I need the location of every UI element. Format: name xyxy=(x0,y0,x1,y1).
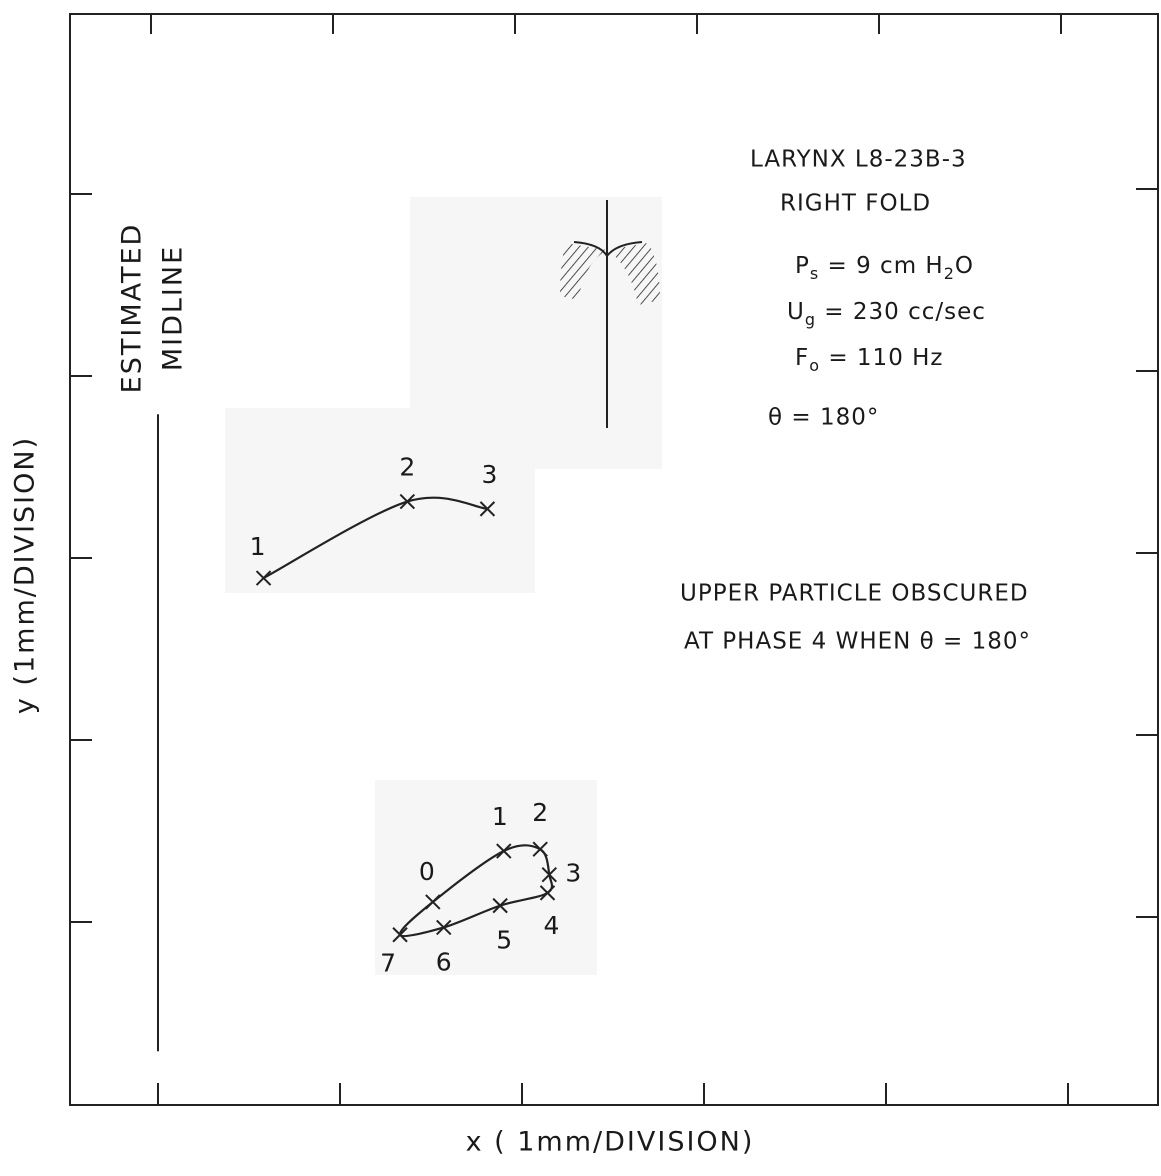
midline-label: ESTIMATED xyxy=(117,223,148,394)
point-marker xyxy=(392,927,408,943)
annotation-subtitle: RIGHT FOLD xyxy=(780,191,931,217)
annotation-param: Fo = 110 Hz xyxy=(795,345,944,375)
point-marker xyxy=(492,897,508,914)
point-label: 2 xyxy=(532,798,548,827)
subscript: g xyxy=(805,310,816,329)
subscript: s xyxy=(810,264,819,283)
point-marker xyxy=(425,894,441,910)
point-label: 0 xyxy=(419,857,435,886)
point-marker xyxy=(479,501,496,517)
point-marker xyxy=(436,919,452,936)
param-text: O xyxy=(955,253,974,279)
param-text: = 9 cm H xyxy=(819,253,944,279)
point-marker xyxy=(532,841,548,857)
annotation-note: AT PHASE 4 WHEN θ = 180° xyxy=(684,629,1031,655)
param-text: U xyxy=(787,299,805,325)
scan-patch xyxy=(375,780,597,975)
trajectory xyxy=(263,496,488,579)
annotation-param: Ps = 9 cm H2O xyxy=(795,253,974,283)
point-label: 3 xyxy=(481,460,497,489)
point-label: 6 xyxy=(436,947,452,976)
point-marker xyxy=(255,570,272,586)
annotation-title: LARYNX L8-23B-3 xyxy=(750,147,967,173)
point-label: 2 xyxy=(399,453,415,482)
point-label: 5 xyxy=(496,926,512,955)
fold-sketch xyxy=(560,200,660,428)
midline-label: MIDLINE xyxy=(158,245,189,371)
param-text: = 230 cc/sec xyxy=(816,299,986,325)
point-label: 3 xyxy=(565,859,581,888)
plot-frame xyxy=(69,13,1159,1106)
point-marker xyxy=(399,493,416,510)
y-axis-label: y (1mm/DIVISION) xyxy=(10,436,41,714)
point-marker xyxy=(541,866,558,883)
point-label: 7 xyxy=(380,949,396,978)
point-marker xyxy=(539,885,556,901)
point-label: 1 xyxy=(250,532,266,561)
scan-patch xyxy=(225,408,535,593)
annotation-param: Ug = 230 cc/sec xyxy=(787,299,986,329)
annotation-theta: θ = 180° xyxy=(768,405,879,431)
param-text: P xyxy=(795,253,810,279)
annotation-note: UPPER PARTICLE OBSCURED xyxy=(680,581,1029,607)
subscript: 2 xyxy=(944,264,955,283)
annotation-params: Ps = 9 cm H2O Ug = 230 cc/sec Fo = 110 Hz xyxy=(787,253,986,375)
x-axis-label: x ( 1mm/DIVISION) xyxy=(466,1127,755,1158)
subscript: o xyxy=(809,356,820,375)
param-text: F xyxy=(795,345,809,371)
param-text: = 110 Hz xyxy=(820,345,943,371)
point-label: 4 xyxy=(544,911,560,940)
point-marker xyxy=(496,843,512,859)
point-label: 1 xyxy=(492,802,508,831)
